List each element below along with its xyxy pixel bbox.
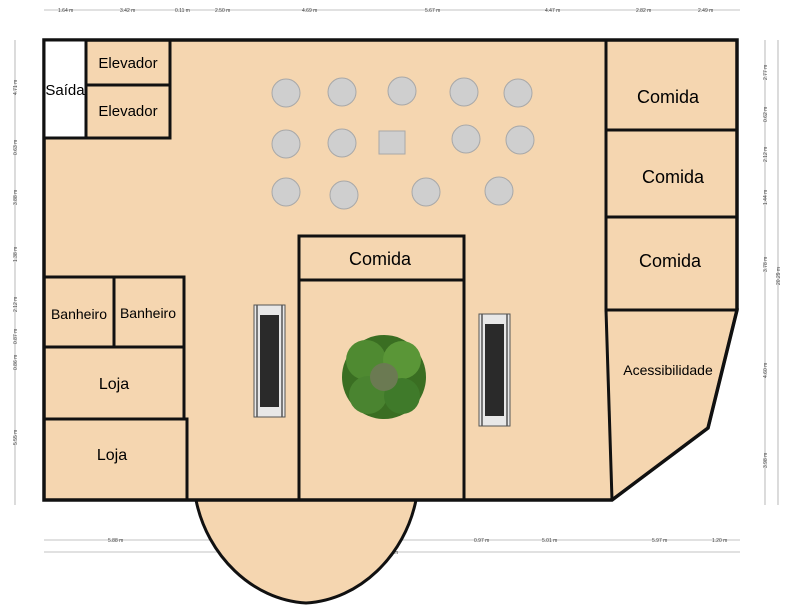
atrium [297,278,466,502]
shop-label-1: Loja [99,376,129,393]
dim-left-3: 3.88 m [13,190,19,205]
dim-left-4: 1.38 m [13,247,19,262]
dim-top-5: 4.69 m [302,8,317,14]
restroom-label-1: Banheiro [51,306,107,322]
escalator-left-icon [253,304,286,418]
dim-right-4: 1.44 m [763,190,769,205]
dining-tables [271,76,535,210]
table-icon [387,76,417,106]
entrance-area [194,498,418,605]
dim-top-2: 3.42 m [120,8,135,14]
elevator-room-2 [84,83,172,140]
table-icon [329,180,359,210]
dim-top-6: 5.67 m [425,8,440,14]
table-icon [484,176,514,206]
table-icon [411,177,441,207]
dim-right-total: 20.29 m [776,267,782,285]
escalator-right-icon [478,313,511,427]
food-label-2: Comida [642,167,705,187]
table-icon [271,177,301,207]
accessibility-room [606,308,739,502]
dim-bottom-6: 1.20 m [712,538,727,544]
dim-top-7: 4.47 m [545,8,560,14]
dim-top-3: 0.11 m [175,8,190,14]
table-icon [505,125,535,155]
dim-left-7: 0.86 m [13,355,19,370]
dim-top-1: 1.64 m [58,8,73,14]
dim-left-6: 0.87 m [13,329,19,344]
dim-top-8: 2.82 m [636,8,651,14]
dim-left-2: 0.63 m [13,140,19,155]
elevator-label-1: Elevador [98,55,157,72]
shop-label-2: Loja [97,447,127,464]
exit-label: Saída [45,82,85,99]
top-dimensions: 1.64 m 3.42 m 0.11 m 2.50 m 4.69 m 5.67 … [44,8,740,14]
right-dimensions: 2.77 m 0.62 m 2.12 m 1.44 m 3.78 m 4.60 … [763,40,782,505]
table-icon [271,129,301,159]
center-food-label: Comida [349,249,412,269]
dim-right-3: 2.12 m [763,147,769,162]
dim-left-1: 4.71 m [13,80,19,95]
dim-left-8: 5.55 m [13,430,19,445]
table-icon [451,124,481,154]
dim-bottom-5: 5.97 m [652,538,667,544]
shop-room-2 [42,417,189,502]
dim-right-6: 4.60 m [763,363,769,378]
tree-icon [342,335,426,419]
table-icon [449,77,479,107]
exit-room [42,38,88,140]
food-label-1: Comida [637,87,700,107]
table-icon [327,128,357,158]
dim-top-9: 2.49 m [698,8,713,14]
dim-left-5: 2.12 m [13,297,19,312]
elevator-label-2: Elevador [98,103,157,120]
restroom-label-2: Banheiro [120,305,176,321]
table-icon [503,78,533,108]
food-label-3: Comida [639,251,702,271]
dim-right-7: 3.98 m [763,453,769,468]
accessibility-label: Acessibilidade [623,362,713,378]
dim-bottom-4: 5.01 m [542,538,557,544]
left-dimensions: 4.71 m 0.63 m 3.88 m 1.38 m 2.12 m 0.87 … [13,40,19,505]
dim-bottom-3: 0.97 m [474,538,489,544]
table-icon [378,130,406,155]
dim-right-5: 3.78 m [763,257,769,272]
dim-bottom-1: 5.88 m [108,538,123,544]
dim-right-2: 0.62 m [763,107,769,122]
table-icon [271,78,301,108]
dim-right-1: 2.77 m [763,65,769,80]
table-icon [327,77,357,107]
dim-top-4: 2.50 m [215,8,230,14]
